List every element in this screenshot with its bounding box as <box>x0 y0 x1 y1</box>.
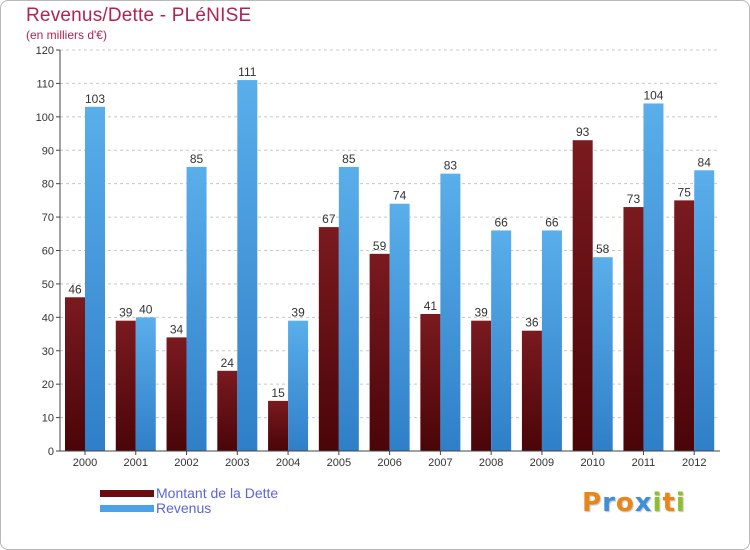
logo-letter: i <box>675 488 686 518</box>
data-label: 85 <box>342 152 356 166</box>
data-label: 66 <box>545 215 559 229</box>
chart-title: Revenus/Dette - PLéNISE <box>26 5 252 26</box>
label-layer: 0 10 20 30 40 50 60 70 80 90 100 110 120 46 103 2000 39 4… <box>36 45 712 469</box>
bar-dette <box>369 253 390 451</box>
bar-revenus <box>643 103 664 451</box>
logo-letter: i <box>652 488 663 518</box>
x-tick-label: 2005 <box>327 457 351 469</box>
y-tick-label: 70 <box>42 212 54 224</box>
y-tick-label: 50 <box>42 279 54 291</box>
data-label: 111 <box>238 65 257 79</box>
bar-dette <box>521 330 542 451</box>
legend: Montant de la Dette Revenus <box>100 486 278 516</box>
data-label: 15 <box>271 386 285 400</box>
bar-revenus <box>288 320 309 451</box>
bar-revenus <box>541 230 562 451</box>
bar-revenus <box>440 173 461 451</box>
x-tick-label: 2002 <box>174 457 198 469</box>
bar-revenus <box>694 170 715 452</box>
x-tick-label: 2012 <box>682 457 706 469</box>
x-tick-label: 2001 <box>124 457 148 469</box>
data-label: 39 <box>474 306 488 320</box>
data-label: 40 <box>139 302 153 316</box>
x-tick-label: 2000 <box>73 457 97 469</box>
bar-revenus <box>237 80 258 451</box>
data-label: 46 <box>68 282 82 296</box>
x-tick-label: 2011 <box>632 457 656 469</box>
y-tick-label: 120 <box>36 45 54 57</box>
data-label: 58 <box>596 242 610 256</box>
data-label: 67 <box>322 212 336 226</box>
data-label: 59 <box>373 239 387 253</box>
x-tick-label: 2006 <box>377 457 401 469</box>
chart-subtitle: (en milliers d'€) <box>26 28 107 42</box>
data-label: 73 <box>627 192 641 206</box>
data-label: 85 <box>190 152 204 166</box>
bar-dette <box>471 320 492 451</box>
y-tick-label: 0 <box>48 446 54 458</box>
logo-letter: P <box>582 488 603 518</box>
bar-revenus <box>135 317 156 451</box>
y-tick-label: 110 <box>36 78 54 90</box>
data-label: 75 <box>678 185 692 199</box>
logo-letter: t <box>662 488 676 518</box>
x-tick-label: 2007 <box>428 457 452 469</box>
x-tick-label: 2008 <box>479 457 503 469</box>
data-label: 74 <box>393 189 407 203</box>
bar-revenus <box>389 203 410 451</box>
bar-dette <box>268 400 289 451</box>
bar-revenus <box>85 106 105 451</box>
logo-letter: x <box>634 488 653 518</box>
proxiti-logo[interactable]: Proxiti <box>582 488 686 518</box>
bar-dette <box>674 200 695 451</box>
bar-layer <box>65 80 715 452</box>
y-tick-label: 60 <box>42 246 54 258</box>
bar-revenus <box>592 257 613 451</box>
bar-revenus <box>186 166 207 452</box>
data-label: 24 <box>221 356 235 370</box>
legend-item-revenus: Revenus <box>100 501 278 516</box>
legend-item-dette: Montant de la Dette <box>100 486 278 501</box>
bar-revenus <box>338 166 359 452</box>
x-tick-label: 2003 <box>225 457 249 469</box>
bar-dette <box>318 227 339 451</box>
data-label: 34 <box>170 322 184 336</box>
data-label: 66 <box>494 215 508 229</box>
logo-letter: o <box>615 488 635 518</box>
bar-dette <box>572 140 593 451</box>
bar-dette <box>65 297 85 451</box>
data-label: 39 <box>291 306 305 320</box>
y-tick-label: 20 <box>42 379 54 391</box>
data-label: 41 <box>424 299 438 313</box>
legend-label-dette: Montant de la Dette <box>156 485 279 501</box>
y-tick-label: 90 <box>42 145 54 157</box>
bar-dette <box>166 337 187 451</box>
y-tick-label: 10 <box>42 413 54 425</box>
data-label: 84 <box>698 155 712 169</box>
bar-dette <box>217 370 238 451</box>
data-label: 93 <box>576 125 590 139</box>
y-tick-label: 100 <box>36 112 54 124</box>
y-tick-label: 40 <box>42 312 54 324</box>
data-label: 103 <box>85 92 105 106</box>
x-tick-label: 2009 <box>530 457 554 469</box>
bar-revenus <box>491 230 512 451</box>
legend-label-revenus: Revenus <box>156 500 212 516</box>
data-label: 83 <box>444 159 458 173</box>
data-label: 39 <box>119 306 133 320</box>
bar-dette <box>115 320 136 451</box>
x-tick-label: 2010 <box>580 457 604 469</box>
bar-dette <box>623 207 644 451</box>
y-tick-label: 80 <box>42 179 54 191</box>
legend-swatch-dette <box>100 490 154 497</box>
y-tick-label: 30 <box>42 346 54 358</box>
data-label: 36 <box>525 316 539 330</box>
logo-letter: r <box>602 488 616 518</box>
bar-dette <box>420 313 441 451</box>
axis-layer <box>56 49 720 455</box>
data-label: 104 <box>643 88 663 102</box>
x-tick-label: 2004 <box>276 457 300 469</box>
legend-swatch-revenus <box>100 505 154 512</box>
